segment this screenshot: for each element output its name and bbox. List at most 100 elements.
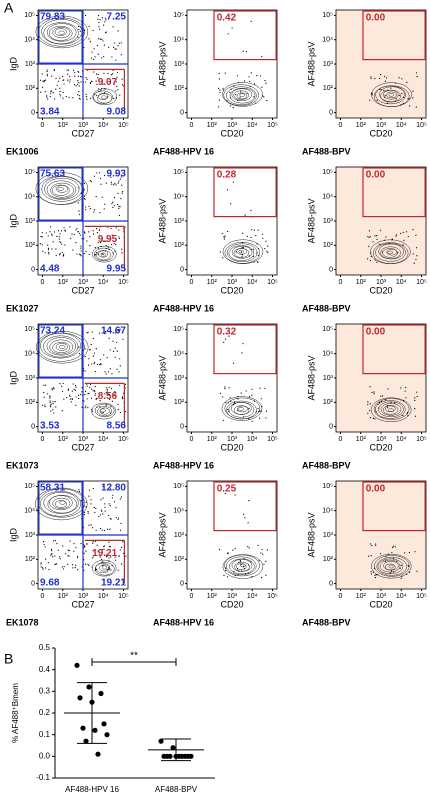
event-dot [51, 389, 54, 391]
event-dot [111, 564, 113, 567]
contour [94, 562, 115, 576]
event-dot [400, 232, 402, 235]
event-dot [260, 552, 262, 554]
event-dot [104, 88, 106, 90]
x-tick-label: 10² [207, 279, 218, 286]
quadrant-value: 9.95 [107, 264, 127, 275]
event-dot [369, 417, 371, 419]
x-tick-label: 10³ [227, 436, 238, 443]
event-dot [101, 17, 103, 19]
event-dot [105, 391, 107, 394]
event-dot [224, 493, 226, 495]
event-dot [110, 518, 112, 520]
contour [43, 22, 79, 45]
event-dot [259, 417, 261, 419]
event-dot [112, 206, 114, 208]
event-dot [96, 544, 98, 546]
panel-label: B [4, 651, 13, 667]
event-dot [63, 398, 65, 400]
event-dot [119, 94, 121, 96]
event-dot [261, 55, 263, 58]
event-dot [218, 106, 220, 108]
sample-label: EK1073 [6, 460, 39, 470]
event-dot [85, 405, 87, 407]
x-tick-label: 10⁵ [416, 436, 427, 443]
contour [222, 82, 263, 107]
event-dot [416, 570, 418, 572]
event-dot [259, 387, 261, 389]
event-dot [89, 97, 92, 99]
y-tick-label: 0 [329, 423, 333, 430]
event-dot [398, 77, 400, 79]
contour [50, 182, 74, 198]
event-dot [111, 234, 113, 236]
event-dot [107, 96, 109, 98]
event-dot [108, 46, 110, 48]
event-dot [69, 75, 71, 77]
event-dot [227, 552, 229, 554]
event-dot [99, 527, 102, 530]
x-tick-label: 10³ [78, 436, 89, 443]
event-dot [221, 232, 223, 235]
event-dot [248, 499, 250, 502]
event-dot [402, 102, 404, 104]
event-dot [101, 57, 103, 59]
event-dot [88, 205, 90, 207]
plot-frame [335, 166, 427, 276]
event-dot [43, 384, 45, 386]
event-dot [103, 548, 105, 550]
event-dot [262, 553, 264, 555]
contour [386, 248, 397, 256]
event-dot [58, 238, 61, 240]
event-dot [382, 395, 384, 397]
event-dot [121, 84, 124, 86]
event-dot [67, 79, 69, 81]
event-dot [65, 96, 67, 98]
quadrant-value: 58.31 [40, 483, 65, 494]
event-dot [124, 410, 126, 413]
event-dot [113, 240, 115, 243]
event-dot [108, 541, 110, 543]
event-dot [51, 554, 53, 556]
event-dot [120, 563, 123, 565]
event-dot [379, 243, 381, 245]
event-dot [70, 401, 72, 403]
x-tick-label: 10⁵ [267, 436, 278, 443]
event-dot [229, 105, 232, 107]
contour [377, 558, 404, 575]
event-dot [266, 549, 269, 551]
x-tick-label: 0 [190, 279, 194, 286]
event-dot [98, 229, 100, 231]
event-dot [248, 547, 250, 549]
event-dot [87, 510, 89, 513]
event-dot [85, 251, 87, 253]
event-dot [265, 560, 267, 562]
event-dot [371, 94, 373, 96]
event-dot [95, 529, 97, 531]
contour [52, 27, 71, 39]
gate-value: 0.32 [217, 327, 237, 338]
event-dot [101, 253, 103, 255]
event-dot [105, 240, 107, 242]
event-dot [396, 560, 398, 562]
y-tick-label: 10⁴ [322, 351, 333, 358]
event-dot [117, 330, 119, 332]
event-dot [84, 370, 86, 372]
event-dot [399, 567, 401, 569]
contour [97, 406, 113, 417]
event-dot [117, 89, 119, 91]
event-dot [224, 388, 226, 390]
event-dot [88, 495, 90, 497]
event-dot [111, 73, 114, 75]
event-dot [67, 563, 69, 565]
contour [46, 180, 77, 199]
event-dot [232, 85, 235, 87]
contour [35, 330, 89, 364]
event-dot [87, 512, 89, 514]
contour [373, 398, 410, 420]
event-dot [100, 183, 102, 185]
event-dot [53, 388, 55, 390]
event-dot [257, 254, 259, 256]
event-dot [78, 28, 80, 30]
gate [362, 481, 426, 532]
